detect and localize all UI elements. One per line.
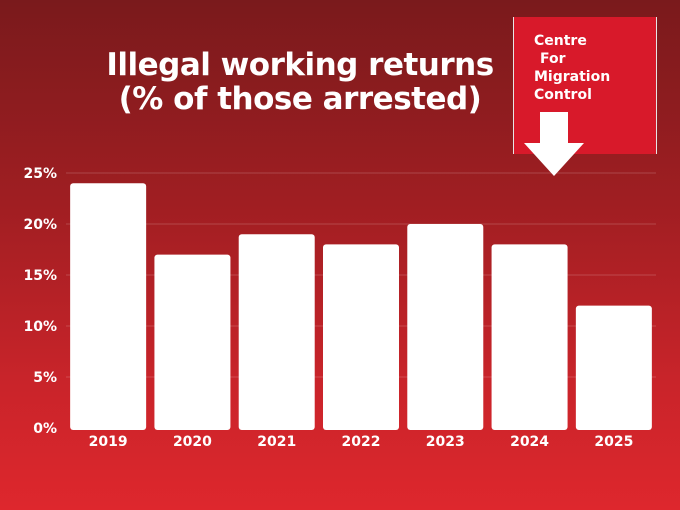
bar-2023 — [407, 224, 484, 430]
chart-title: Illegal working returns (% of those arre… — [60, 48, 540, 116]
logo-line-for: For — [540, 51, 566, 67]
bar-2021 — [238, 234, 315, 430]
x-tick-label: 2022 — [342, 434, 381, 450]
y-tick-label: 0% — [33, 421, 57, 437]
bar-2024 — [491, 244, 568, 430]
logo-line-control: Control — [534, 87, 592, 103]
x-tick-label: 2019 — [89, 434, 128, 450]
x-tick-label: 2025 — [594, 434, 633, 450]
x-tick-label: 2020 — [173, 434, 212, 450]
x-tick-label: 2021 — [257, 434, 296, 450]
logo-line-centre: Centre — [534, 33, 587, 49]
y-tick-label: 10% — [23, 319, 57, 335]
logo-text: Centre For Migration Control — [534, 32, 610, 104]
bar-2020 — [154, 254, 231, 430]
y-tick-label: 25% — [23, 166, 57, 182]
bars — [70, 183, 652, 430]
chart-title-line-2: (% of those arrested) — [118, 81, 482, 117]
down-arrow-icon — [524, 112, 584, 176]
logo-line-migration: Migration — [534, 69, 611, 85]
chart-title-line-1: Illegal working returns — [106, 47, 494, 83]
x-tick-label: 2024 — [510, 434, 549, 450]
centre-for-migration-control-logo: Centre For Migration Control — [513, 17, 657, 154]
y-tick-label: 5% — [33, 370, 57, 386]
y-tick-label: 20% — [23, 217, 57, 233]
x-tick-label: 2023 — [426, 434, 465, 450]
x-axis-tick-labels: 2019 2020 2021 2022 2023 2024 2025 — [89, 434, 634, 450]
bar-2022 — [323, 244, 399, 430]
y-axis-tick-labels: 0% 5% 10% 15% 20% 25% — [23, 166, 57, 437]
y-tick-label: 15% — [23, 268, 57, 284]
bar-2019 — [70, 183, 147, 430]
bar-2025 — [575, 305, 652, 430]
